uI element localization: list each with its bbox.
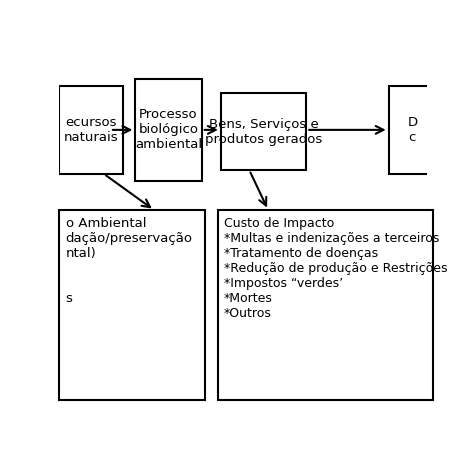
Bar (218, 210, 433, 400)
Bar (221, 93, 306, 170)
Text: ecursos
naturais: ecursos naturais (64, 116, 118, 144)
Text: D
c: D c (407, 116, 418, 144)
Bar (135, 79, 202, 181)
Bar (59, 210, 205, 400)
Text: Processo
biológico
ambiental: Processo biológico ambiental (135, 109, 202, 151)
Text: Bens, Serviços e
produtos gerados: Bens, Serviços e produtos gerados (205, 118, 322, 146)
Bar (389, 86, 436, 173)
Text: o Ambiental
dação/preservação
ntal)


s: o Ambiental dação/preservação ntal) s (65, 218, 192, 305)
Bar (59, 86, 123, 173)
Text: Custo de Impacto
*Multas e indenizações a terceiros
*Tratamento de doenças
*Redu: Custo de Impacto *Multas e indenizações … (224, 218, 447, 320)
